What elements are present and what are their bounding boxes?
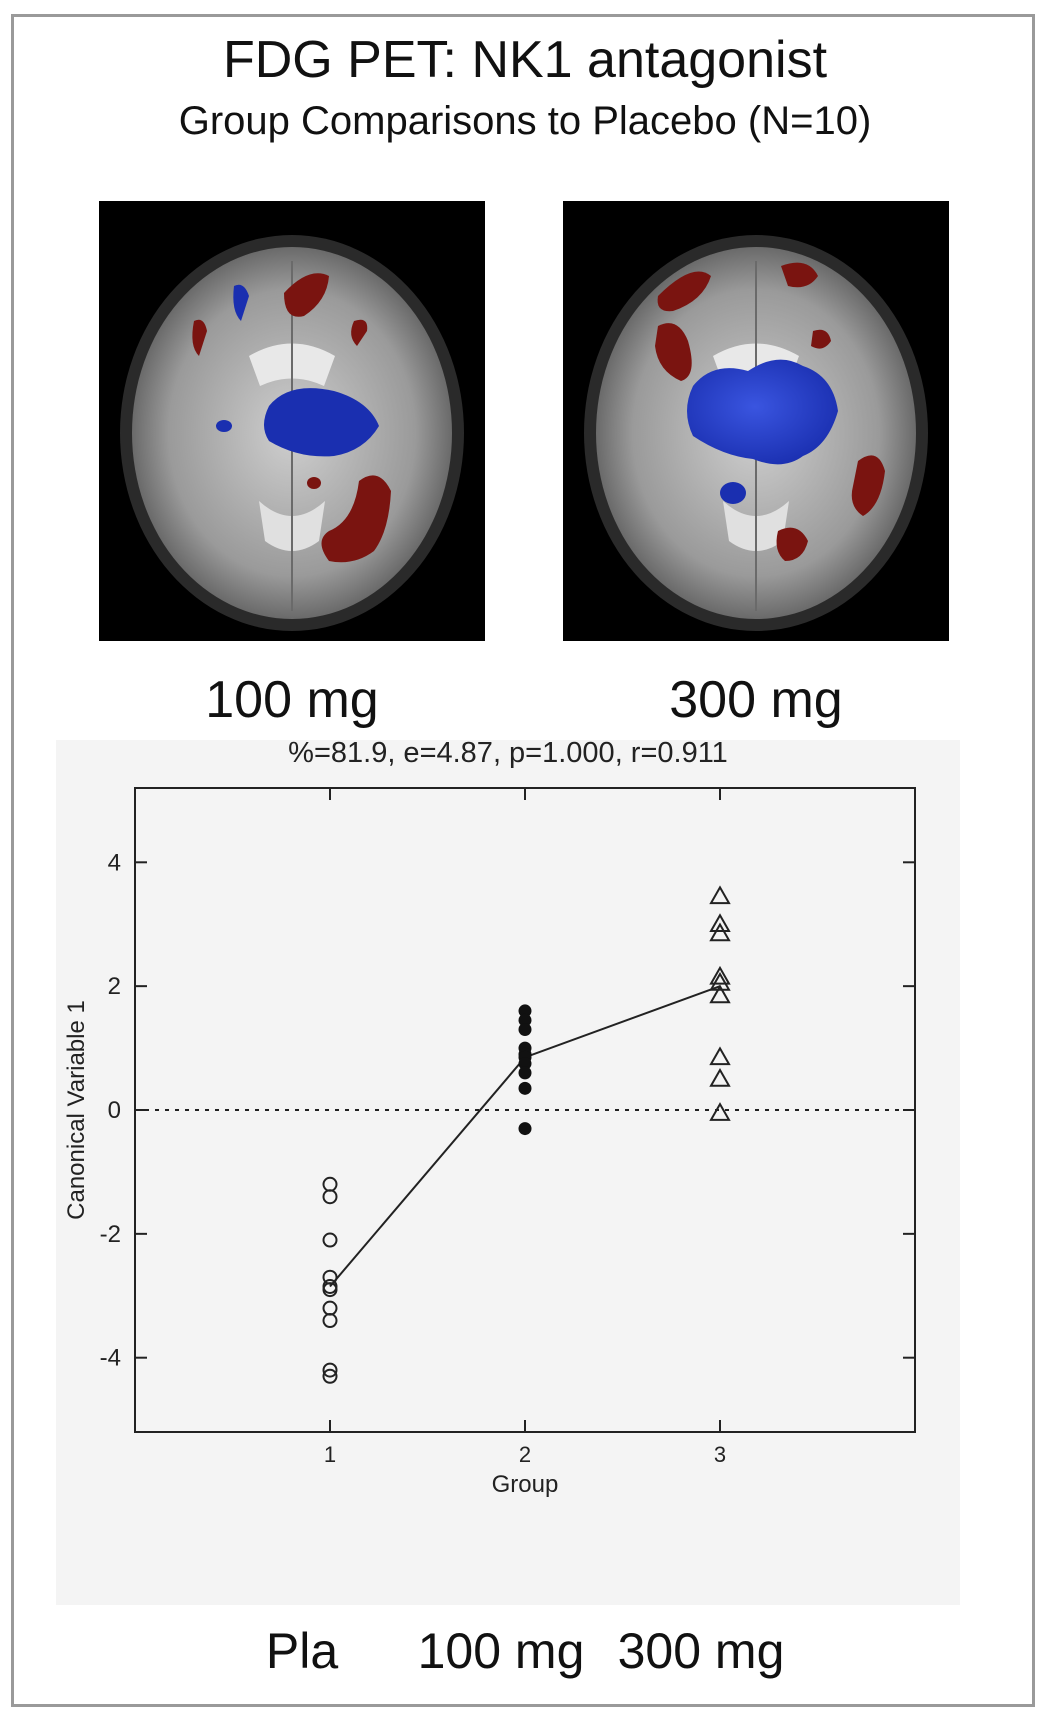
data-point-placebo xyxy=(322,1282,338,1298)
data-point-placebo xyxy=(322,1176,338,1192)
hypometabolic-cluster xyxy=(264,388,379,457)
data-point-300mg xyxy=(709,913,731,932)
figure-border xyxy=(11,14,1035,1707)
panel-label-100mg: 100 mg xyxy=(205,671,379,729)
data-point-300mg xyxy=(709,965,731,985)
data-point-100mg xyxy=(518,1066,532,1080)
data-point-100mg xyxy=(518,1081,532,1095)
figure-title: FDG PET: NK1 antagonist xyxy=(222,31,828,89)
data-point-placebo xyxy=(322,1189,338,1205)
pet-axial-slice-100mg xyxy=(99,201,485,641)
data-point-300mg xyxy=(709,984,731,1004)
y-tick-label: 4 xyxy=(108,849,121,876)
data-point-100mg xyxy=(518,1004,532,1018)
pet-axial-slice-300mg xyxy=(563,201,949,641)
data-point-placebo xyxy=(322,1368,338,1384)
figure-subtitle: Group Comparisons to Placebo (N=10) xyxy=(178,99,872,143)
data-point-placebo xyxy=(322,1362,338,1378)
data-point-100mg xyxy=(518,1122,532,1136)
data-point-100mg xyxy=(518,1057,532,1071)
x-axis-label: Group xyxy=(492,1471,559,1498)
data-point-100mg xyxy=(518,1013,532,1027)
panel-label-300mg: 300 mg xyxy=(669,671,843,729)
data-point-placebo xyxy=(322,1313,338,1329)
data-point-300mg xyxy=(709,922,731,942)
x-tick-label: 1 xyxy=(324,1442,336,1467)
y-tick-label: 0 xyxy=(108,1097,121,1124)
group-label-300mg: 300 mg xyxy=(617,1623,785,1679)
x-tick-label: 2 xyxy=(519,1442,531,1467)
hypometabolic-cluster xyxy=(687,359,838,465)
y-tick-label: 2 xyxy=(108,973,121,1000)
data-point-placebo xyxy=(322,1232,338,1248)
hypermetabolic-cluster xyxy=(657,271,711,312)
hypermetabolic-cluster xyxy=(284,273,329,317)
group-label-pla: Pla xyxy=(265,1623,339,1679)
y-tick-label: -2 xyxy=(100,1221,121,1248)
data-point-100mg xyxy=(518,1023,532,1036)
data-point-300mg xyxy=(709,1046,731,1066)
group-label-100mg: 100 mg xyxy=(417,1623,585,1679)
plot-title: %=81.9, e=4.87, p=1.000, r=0.911 xyxy=(288,740,728,769)
data-point-300mg xyxy=(709,885,731,905)
y-tick-label: -4 xyxy=(100,1345,121,1372)
scatter-plot-panel: %=81.9, e=4.87, p=1.000, r=0.911 4 2 0 -2 -4… xyxy=(56,740,960,1605)
data-point-300mg xyxy=(709,1068,731,1087)
y-axis-label: Canonical Variable 1 xyxy=(63,1000,90,1220)
x-tick-label: 3 xyxy=(714,1442,726,1467)
data-point-300mg xyxy=(709,972,731,991)
data-point-300mg xyxy=(709,1102,731,1121)
data-point-placebo xyxy=(322,1300,338,1316)
canonical-plot: %=81.9, e=4.87, p=1.000, r=0.911 4 2 0 -2 -4… xyxy=(63,740,916,1498)
